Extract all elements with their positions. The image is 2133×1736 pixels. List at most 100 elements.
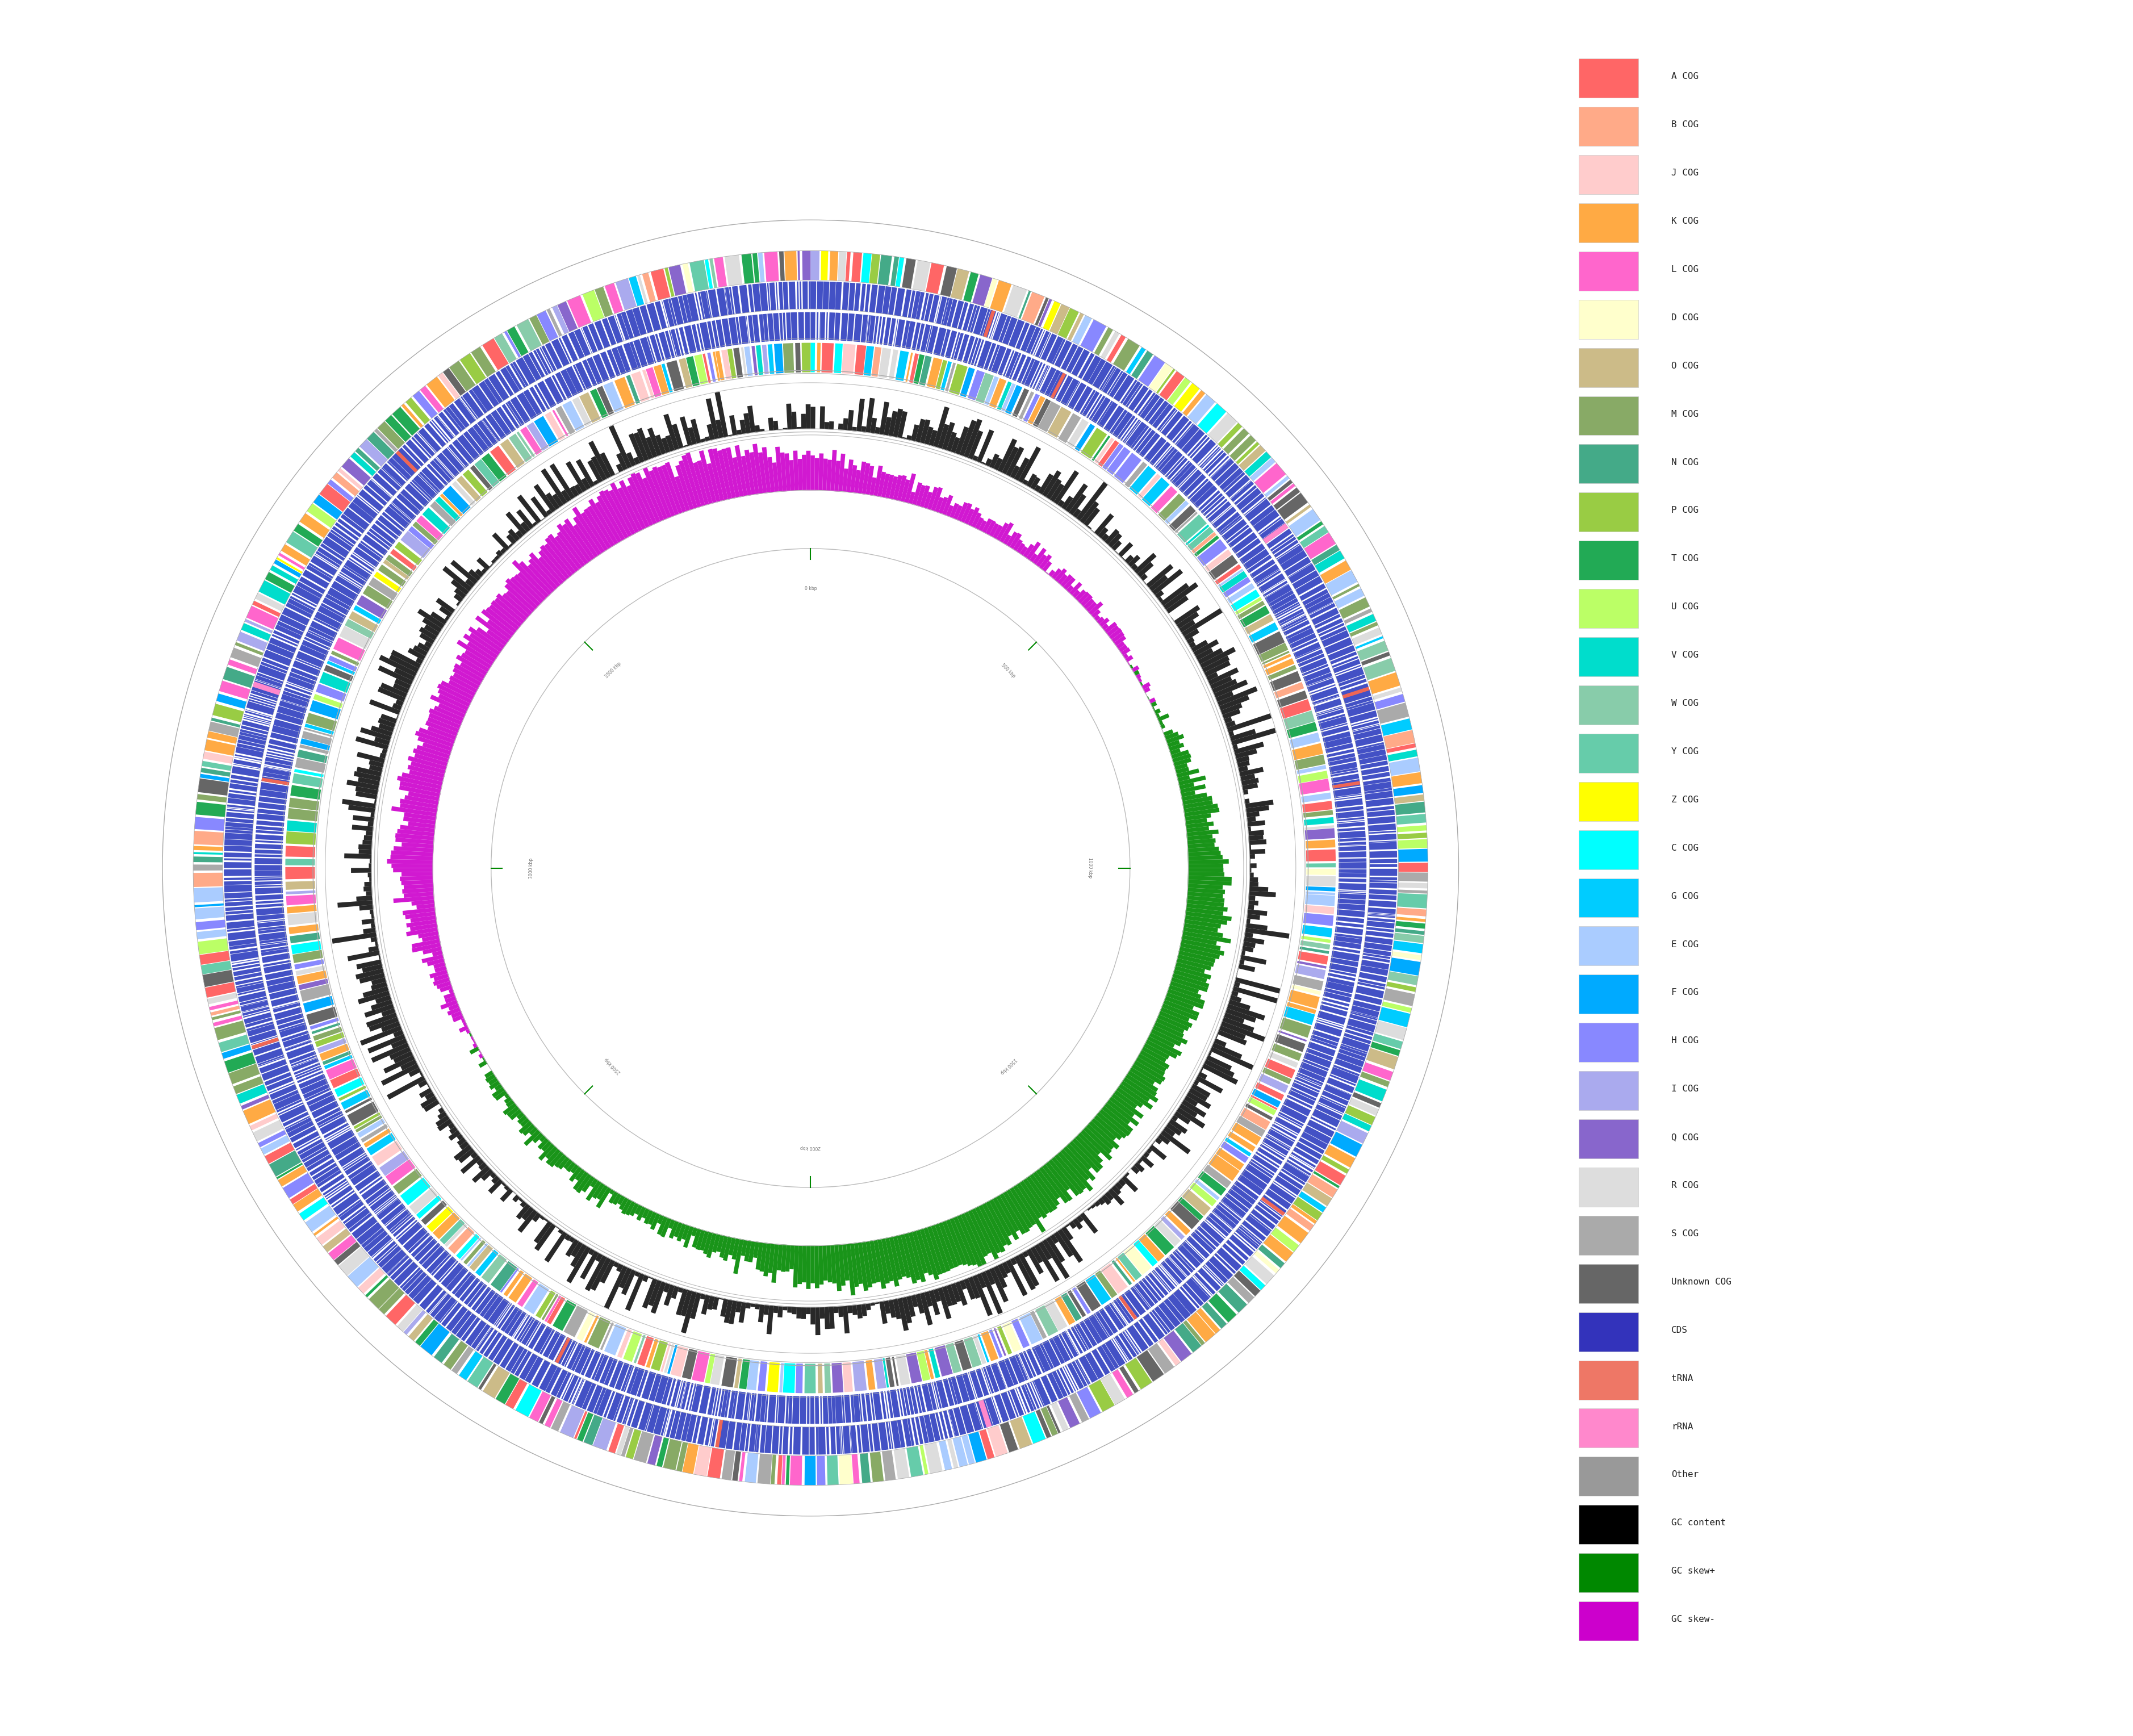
Wedge shape <box>996 1363 1007 1389</box>
Wedge shape <box>294 757 326 773</box>
Wedge shape <box>1180 943 1224 957</box>
Wedge shape <box>1135 1057 1165 1076</box>
Wedge shape <box>542 1141 552 1151</box>
Wedge shape <box>753 314 759 342</box>
Wedge shape <box>461 661 486 679</box>
Wedge shape <box>1314 696 1340 705</box>
Wedge shape <box>962 1434 975 1465</box>
Text: tRNA: tRNA <box>1670 1375 1694 1382</box>
Wedge shape <box>1130 564 1137 571</box>
Wedge shape <box>211 717 241 727</box>
Wedge shape <box>1071 590 1079 599</box>
Wedge shape <box>1322 731 1350 743</box>
Wedge shape <box>241 720 269 731</box>
Wedge shape <box>904 321 915 349</box>
Wedge shape <box>1397 814 1427 825</box>
Wedge shape <box>1139 682 1143 686</box>
Wedge shape <box>1058 1397 1079 1429</box>
Wedge shape <box>382 1250 407 1274</box>
Text: B COG: B COG <box>1670 120 1698 128</box>
Wedge shape <box>247 700 275 708</box>
Wedge shape <box>928 486 939 510</box>
Wedge shape <box>343 1153 367 1168</box>
Wedge shape <box>591 1179 599 1187</box>
Wedge shape <box>717 1234 725 1252</box>
Wedge shape <box>1284 620 1310 635</box>
FancyBboxPatch shape <box>1578 540 1638 580</box>
Wedge shape <box>644 1404 653 1430</box>
Wedge shape <box>309 562 333 578</box>
Wedge shape <box>1054 340 1073 368</box>
Wedge shape <box>422 743 452 755</box>
Wedge shape <box>1135 389 1152 413</box>
Wedge shape <box>392 703 403 710</box>
Wedge shape <box>356 786 378 795</box>
Wedge shape <box>369 1191 395 1212</box>
Wedge shape <box>593 354 610 382</box>
Wedge shape <box>672 1285 678 1299</box>
Wedge shape <box>1152 707 1156 710</box>
Wedge shape <box>1054 1154 1086 1191</box>
Wedge shape <box>687 427 697 444</box>
Wedge shape <box>232 764 260 769</box>
Wedge shape <box>768 418 774 431</box>
Wedge shape <box>798 250 800 279</box>
Wedge shape <box>194 865 222 870</box>
Wedge shape <box>1239 1226 1261 1245</box>
Wedge shape <box>1139 1279 1158 1304</box>
Text: W COG: W COG <box>1670 700 1698 708</box>
Wedge shape <box>1214 679 1248 698</box>
Wedge shape <box>902 290 911 318</box>
Wedge shape <box>448 679 476 696</box>
Wedge shape <box>1231 436 1256 460</box>
Wedge shape <box>1113 339 1139 372</box>
Wedge shape <box>1395 922 1425 929</box>
Wedge shape <box>548 533 580 573</box>
Wedge shape <box>544 1399 563 1427</box>
Wedge shape <box>966 306 977 332</box>
Wedge shape <box>1150 575 1169 592</box>
Wedge shape <box>254 871 282 877</box>
Wedge shape <box>363 963 384 972</box>
Wedge shape <box>676 1443 689 1472</box>
Wedge shape <box>1079 502 1098 524</box>
Wedge shape <box>1098 401 1118 427</box>
Wedge shape <box>1229 1234 1254 1257</box>
Wedge shape <box>228 937 256 946</box>
Wedge shape <box>680 1224 691 1240</box>
Wedge shape <box>1015 543 1026 554</box>
Wedge shape <box>461 1154 482 1174</box>
Wedge shape <box>1342 1043 1367 1054</box>
Wedge shape <box>616 345 631 373</box>
Wedge shape <box>998 316 1011 342</box>
Wedge shape <box>439 1260 459 1283</box>
Wedge shape <box>1182 391 1205 417</box>
Wedge shape <box>399 877 433 880</box>
Wedge shape <box>1333 941 1361 950</box>
Wedge shape <box>296 1068 322 1080</box>
Wedge shape <box>401 773 444 786</box>
Wedge shape <box>1361 965 1389 976</box>
Wedge shape <box>1101 366 1118 391</box>
Wedge shape <box>399 799 439 809</box>
Wedge shape <box>239 991 267 1002</box>
Wedge shape <box>1246 800 1273 809</box>
Wedge shape <box>565 1238 580 1257</box>
Wedge shape <box>968 431 983 460</box>
Wedge shape <box>1320 627 1346 641</box>
Wedge shape <box>811 1427 815 1455</box>
Wedge shape <box>314 495 343 519</box>
Wedge shape <box>953 333 964 359</box>
Wedge shape <box>1160 372 1184 401</box>
Wedge shape <box>796 344 800 373</box>
Wedge shape <box>719 1420 729 1448</box>
Wedge shape <box>1026 1349 1041 1375</box>
Wedge shape <box>685 1384 693 1410</box>
Wedge shape <box>885 1358 894 1387</box>
Wedge shape <box>919 486 930 509</box>
Wedge shape <box>1039 299 1052 326</box>
Wedge shape <box>380 713 397 724</box>
Wedge shape <box>405 927 439 936</box>
Wedge shape <box>870 1240 881 1283</box>
Wedge shape <box>335 1241 360 1266</box>
